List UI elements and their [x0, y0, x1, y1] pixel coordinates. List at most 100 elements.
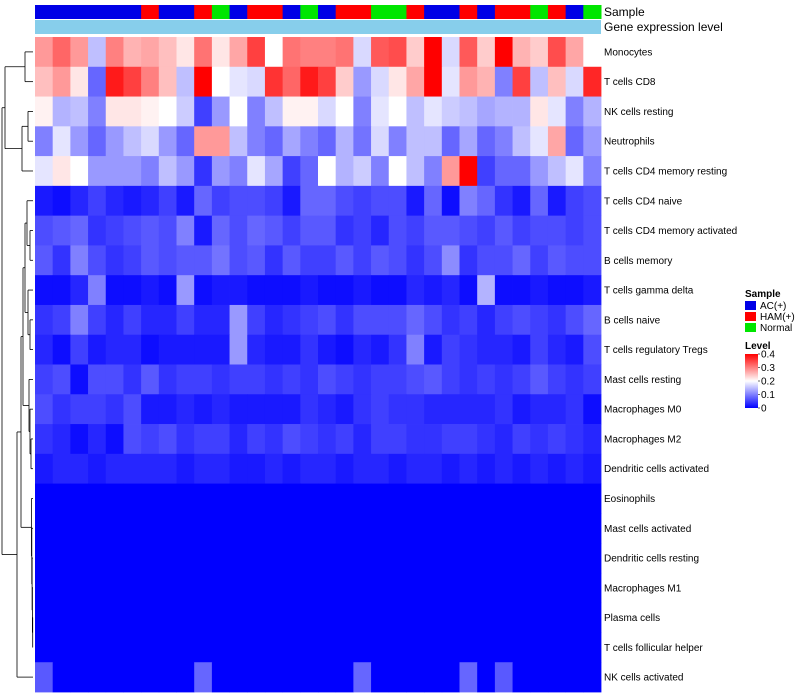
heatmap-cell: [424, 156, 443, 187]
heatmap-cell: [158, 245, 177, 276]
heatmap-cell: [335, 364, 354, 395]
heatmap-cell: [547, 245, 567, 276]
heatmap-cell: [105, 215, 124, 246]
heatmap-cell: [300, 185, 319, 217]
heatmap-cell: [530, 602, 549, 633]
heatmap-cell: [123, 424, 142, 455]
heatmap-cell: [141, 394, 160, 425]
heatmap-cell: [70, 453, 89, 484]
heatmap-cell: [494, 572, 513, 604]
heatmap-cell: [318, 632, 337, 663]
sample-annotation-cell: [547, 5, 567, 19]
heatmap-cell: [459, 96, 478, 127]
heatmap-cell: [406, 156, 425, 187]
heatmap-cell: [547, 572, 567, 604]
heatmap-cell: [176, 453, 195, 484]
heatmap-cell: [530, 245, 549, 276]
heatmap-cell: [459, 453, 478, 484]
heatmap-cell: [158, 156, 177, 187]
heatmap-cell: [52, 37, 71, 68]
heatmap-cell: [565, 304, 584, 336]
sample-legend-entries: AC(+)HAM(+)Normal: [745, 301, 795, 334]
heatmap-cell: [300, 453, 319, 484]
heatmap-cell: [35, 185, 54, 217]
heatmap-cell: [459, 572, 478, 604]
heatmap-cell: [424, 37, 443, 68]
heatmap-cell: [105, 304, 124, 336]
heatmap-cell: [158, 513, 177, 544]
heatmap-cell: [52, 245, 71, 276]
heatmap-cell: [371, 543, 390, 574]
heatmap-cell: [158, 275, 177, 306]
heatmap-cell: [335, 215, 354, 246]
heatmap-cell: [318, 96, 337, 127]
heatmap-cell: [406, 394, 425, 425]
heatmap-cell: [565, 66, 584, 97]
heatmap-cell: [353, 156, 372, 187]
heatmap-cell: [88, 334, 107, 365]
heatmap-cell: [282, 483, 301, 514]
heatmap-cell: [335, 483, 354, 514]
heatmap-cell: [194, 126, 213, 157]
heatmap-cell: [583, 394, 602, 425]
heatmap-cell: [300, 126, 319, 157]
sample-annotation-cell: [88, 5, 107, 19]
heatmap-cell: [512, 126, 531, 157]
heatmap-cell: [229, 275, 248, 306]
heatmap-cell: [300, 424, 319, 455]
heatmap-cell: [88, 245, 107, 276]
heatmap-cell: [530, 632, 549, 663]
heatmap-cell: [530, 513, 549, 544]
heatmap-cell: [70, 66, 89, 97]
heatmap-cell: [318, 275, 337, 306]
heatmap-cell: [318, 424, 337, 455]
heatmap-cell: [512, 185, 531, 217]
heatmap-cell: [123, 245, 142, 276]
heatmap-cell: [123, 66, 142, 97]
heatmap-cell: [229, 364, 248, 395]
sample-annotation-cell: [264, 5, 284, 19]
heatmap-cell: [441, 543, 460, 574]
sample-annotation-cell: [70, 5, 89, 19]
heatmap-cell: [583, 37, 602, 68]
heatmap-cell: [583, 662, 602, 693]
heatmap-cell: [371, 215, 390, 246]
heatmap-cell: [105, 602, 124, 633]
heatmap-cell: [424, 275, 443, 306]
heatmap-cell: [424, 424, 443, 455]
heatmap-cell: [583, 66, 602, 97]
heatmap-cell: [335, 602, 354, 633]
heatmap-cell: [52, 453, 71, 484]
heatmap-cell: [406, 245, 425, 276]
heatmap-cell: [123, 37, 142, 68]
heatmap-cell: [530, 572, 549, 604]
heatmap-cell: [406, 96, 425, 127]
heatmap-cell: [353, 334, 372, 365]
heatmap-cell: [88, 126, 107, 157]
heatmap-cell: [335, 185, 354, 217]
heatmap-cell: [459, 424, 478, 455]
heatmap-cell: [70, 156, 89, 187]
heatmap-cell: [176, 156, 195, 187]
heatmap-cell: [459, 215, 478, 246]
heatmap-cell: [176, 304, 195, 336]
heatmap-cell: [441, 662, 460, 693]
heatmap-cell: [176, 126, 195, 157]
row-label: T cells CD8: [604, 77, 656, 88]
heatmap-cell: [335, 424, 354, 455]
heatmap-cell: [318, 37, 337, 68]
heatmap-cell: [530, 543, 549, 574]
heatmap-cell: [388, 185, 407, 217]
heatmap-cell: [530, 304, 549, 336]
heatmap-cell: [141, 185, 160, 217]
heatmap-cell: [211, 453, 230, 484]
heatmap-cell: [388, 96, 407, 127]
heatmap-cell: [282, 156, 301, 187]
heatmap-cell: [371, 126, 390, 157]
heatmap-cell: [247, 96, 266, 127]
heatmap-cell: [88, 483, 107, 514]
heatmap-cell: [424, 334, 443, 365]
sample-annotation-cell: [105, 5, 124, 19]
heatmap-cell: [388, 453, 407, 484]
heatmap-cell: [194, 215, 213, 246]
